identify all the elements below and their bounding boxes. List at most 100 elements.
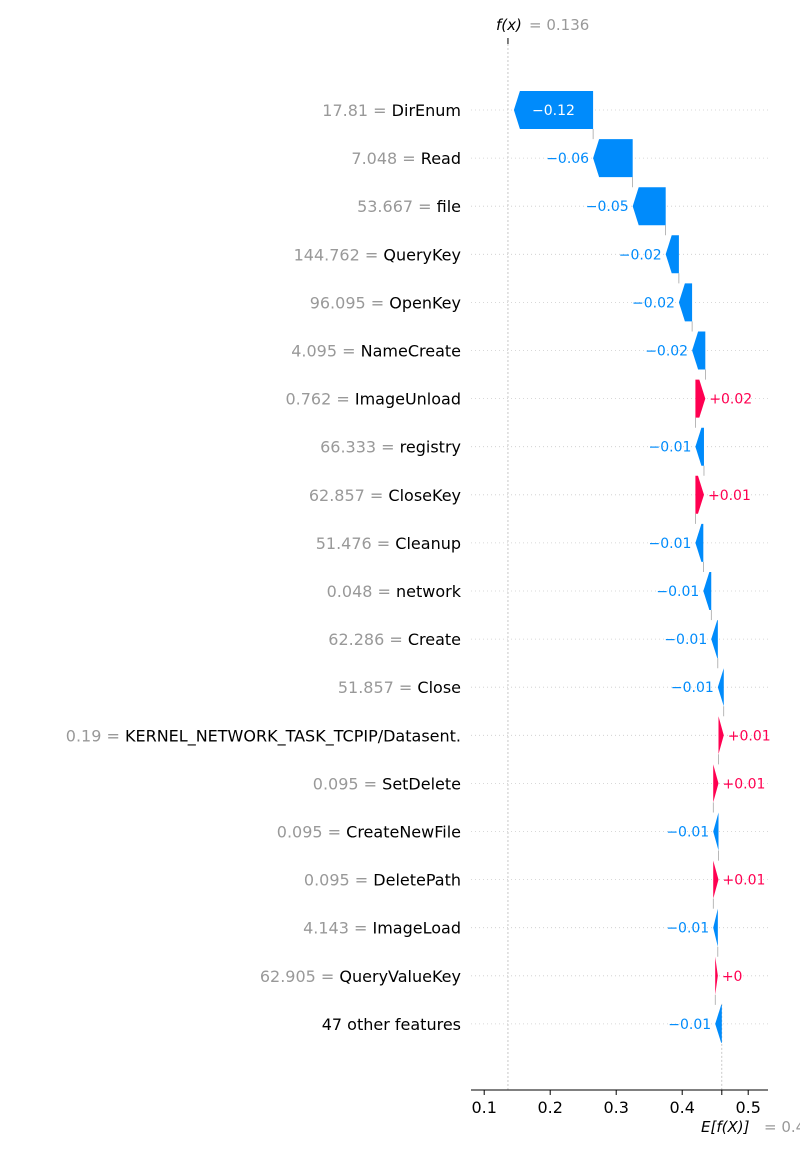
- feature-name: Cleanup: [395, 534, 461, 553]
- feature-label: 53.667 = file: [357, 197, 461, 216]
- feature-value: 62.286 =: [328, 630, 408, 649]
- feature-value: 144.762 =: [294, 245, 384, 264]
- reference-lines: [507, 38, 723, 1090]
- feature-name: OpenKey: [389, 293, 461, 312]
- feature-name: Read: [421, 149, 461, 168]
- feature-name: NameCreate: [361, 342, 461, 361]
- feature-label: 4.143 = ImageLoad: [303, 919, 461, 938]
- x-tick-label: 0.1: [471, 1098, 496, 1117]
- feature-label: 0.095 = SetDelete: [313, 774, 461, 793]
- feature-value: 0.095 =: [304, 871, 373, 890]
- bar-value-label: −0.05: [586, 199, 629, 215]
- feature-value: 62.905 =: [260, 967, 340, 986]
- negative-bar: [717, 668, 724, 707]
- bar-value-label: −0.01: [666, 825, 709, 841]
- feature-label: 0.762 = ImageUnload: [285, 390, 461, 409]
- feature-label: 0.095 = CreateNewFile: [277, 823, 461, 842]
- feature-value: 51.857 =: [338, 678, 418, 697]
- feature-value: 0.095 =: [313, 774, 382, 793]
- feature-name: QueryKey: [383, 245, 461, 264]
- positive-bar: [718, 716, 724, 755]
- bar-value-label: −0.01: [666, 921, 709, 937]
- positive-bar: [713, 764, 719, 803]
- feature-name: ImageLoad: [373, 919, 462, 938]
- bar-value-label: −0.02: [632, 295, 675, 311]
- feature-label: 0.095 = DeletePath: [304, 871, 461, 890]
- efx-label: E[f(X)]: [701, 1118, 750, 1136]
- feature-name: SetDelete: [382, 774, 461, 793]
- x-tick-label: 0.4: [669, 1098, 694, 1117]
- feature-name: CloseKey: [388, 486, 461, 505]
- feature-label: 62.286 = Create: [328, 630, 461, 649]
- negative-bar: [665, 235, 679, 274]
- feature-label: 0.19 = KERNEL_NETWORK_TASK_TCPIP/Datasen…: [66, 726, 461, 746]
- negative-bar: [713, 812, 719, 851]
- x-tick-label: 0.2: [537, 1098, 562, 1117]
- feature-value: 66.333 =: [320, 438, 400, 457]
- negative-bar: [678, 283, 693, 322]
- fx-label: f(x): [496, 16, 522, 34]
- bar-value-label: −0.06: [546, 151, 589, 167]
- row-gridlines: [471, 109, 768, 1025]
- negative-bar: [695, 523, 704, 562]
- negative-bar: [593, 139, 633, 178]
- x-tick-label: 0.3: [603, 1098, 628, 1117]
- feature-label: 47 other features: [322, 1015, 461, 1034]
- feature-value: 51.476 =: [316, 534, 396, 553]
- bar-value-label: +0.01: [723, 873, 766, 889]
- x-axis: 0.1 0.2 0.3 0.4 0.5: [471, 1089, 768, 1117]
- feature-name: CreateNewFile: [346, 823, 461, 842]
- feature-name: KERNEL_NETWORK_TASK_TCPIP/Datasent.: [125, 726, 461, 746]
- feature-value: 17.81 =: [322, 101, 391, 120]
- feature-name: ImageUnload: [355, 390, 461, 409]
- feature-name: registry: [400, 438, 461, 457]
- feature-label: 62.857 = CloseKey: [309, 486, 461, 505]
- bar-value-label: −0.02: [619, 247, 662, 263]
- bar-value-label: −0.12: [532, 103, 575, 119]
- positive-bar: [715, 956, 718, 995]
- feature-name: 47 other features: [322, 1015, 461, 1034]
- feature-value: 4.143 =: [303, 919, 372, 938]
- negative-bar: [715, 1004, 722, 1043]
- negative-bar: [703, 572, 712, 610]
- bar-value-label: −0.01: [656, 584, 699, 600]
- feature-value: 0.095 =: [277, 823, 346, 842]
- feature-name: file: [437, 197, 461, 216]
- positive-bar: [695, 475, 704, 514]
- feature-name: DeletePath: [373, 871, 461, 890]
- negative-bar: [711, 620, 718, 659]
- feature-value: 4.095 =: [291, 342, 360, 361]
- bar-value-label: −0.01: [671, 680, 714, 696]
- bar-value-label: +0.01: [728, 728, 771, 744]
- feature-label: 66.333 = registry: [320, 438, 461, 457]
- feature-label: 7.048 = Read: [351, 149, 461, 168]
- feature-label: 4.095 = NameCreate: [291, 342, 461, 361]
- bar-value-label: −0.01: [648, 536, 691, 552]
- fx-value: = 0.136: [529, 16, 589, 34]
- feature-value: 62.857 =: [309, 486, 389, 505]
- bar-value-label: +0.01: [708, 488, 751, 504]
- feature-label: 144.762 = QueryKey: [294, 245, 461, 264]
- efx-value: = 0.4: [764, 1118, 800, 1136]
- feature-value: 0.048 =: [327, 582, 396, 601]
- feature-name: DirEnum: [392, 101, 461, 120]
- bar-value-label: +0.01: [723, 776, 766, 792]
- feature-name: Create: [408, 630, 461, 649]
- feature-labels: −0.12 17.81 = DirEnum −0.06 7.048 = Read −0.…: [66, 101, 771, 1034]
- bar-value-label: −0.01: [648, 440, 691, 456]
- feature-label: 62.905 = QueryValueKey: [260, 967, 461, 986]
- feature-label: 51.476 = Cleanup: [316, 534, 461, 553]
- negative-bar: [632, 187, 666, 226]
- negative-bar: [713, 908, 718, 947]
- feature-name: Close: [417, 678, 461, 697]
- positive-bar: [713, 860, 719, 899]
- bar-value-label: −0.01: [668, 1017, 711, 1033]
- bar-value-label: −0.01: [664, 632, 707, 648]
- bar-value-label: +0: [722, 969, 743, 985]
- feature-value: 96.095 =: [310, 293, 390, 312]
- x-tick-label: 0.5: [735, 1098, 760, 1117]
- negative-bar: [692, 331, 706, 370]
- negative-bar: [513, 91, 594, 129]
- positive-bar: [695, 379, 706, 418]
